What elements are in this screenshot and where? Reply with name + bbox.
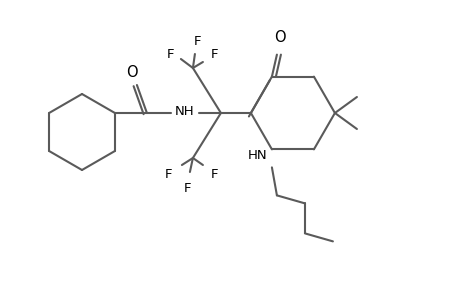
Text: NH: NH [175, 104, 194, 118]
Text: F: F [211, 47, 218, 61]
Text: HN: HN [247, 149, 267, 162]
Text: F: F [167, 47, 174, 61]
Text: F: F [165, 169, 172, 182]
Text: F: F [184, 182, 191, 194]
Text: O: O [126, 64, 137, 80]
Text: F: F [211, 169, 218, 182]
Text: O: O [274, 30, 285, 45]
Text: F: F [194, 34, 201, 47]
